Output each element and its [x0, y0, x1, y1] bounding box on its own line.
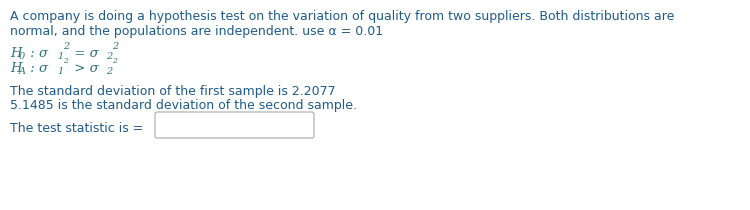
- Text: 2: 2: [106, 52, 112, 61]
- Text: 2: 2: [63, 57, 68, 65]
- Text: normal, and the populations are independent. use α = 0.01: normal, and the populations are independ…: [10, 25, 383, 38]
- Text: : σ: : σ: [26, 47, 48, 60]
- Text: 5.1485 is the standard deviation of the second sample.: 5.1485 is the standard deviation of the …: [10, 99, 357, 112]
- Text: The test statistic is =: The test statistic is =: [10, 122, 143, 135]
- Text: 0: 0: [19, 52, 26, 61]
- Text: 2: 2: [63, 42, 69, 51]
- Text: 2: 2: [112, 42, 118, 51]
- Text: 1: 1: [57, 52, 63, 61]
- Text: 2: 2: [106, 67, 112, 76]
- Text: H: H: [10, 47, 22, 60]
- Text: A company is doing a hypothesis test on the variation of quality from two suppli: A company is doing a hypothesis test on …: [10, 10, 674, 23]
- Text: : σ: : σ: [26, 62, 48, 75]
- Text: 2: 2: [112, 57, 117, 65]
- Text: The standard deviation of the first sample is 2.2077: The standard deviation of the first samp…: [10, 85, 336, 98]
- Text: H: H: [10, 62, 22, 75]
- Text: > σ: > σ: [70, 62, 99, 75]
- Text: = σ: = σ: [70, 47, 99, 60]
- Text: 1: 1: [57, 67, 63, 76]
- FancyBboxPatch shape: [155, 112, 314, 138]
- Text: A: A: [19, 67, 26, 76]
